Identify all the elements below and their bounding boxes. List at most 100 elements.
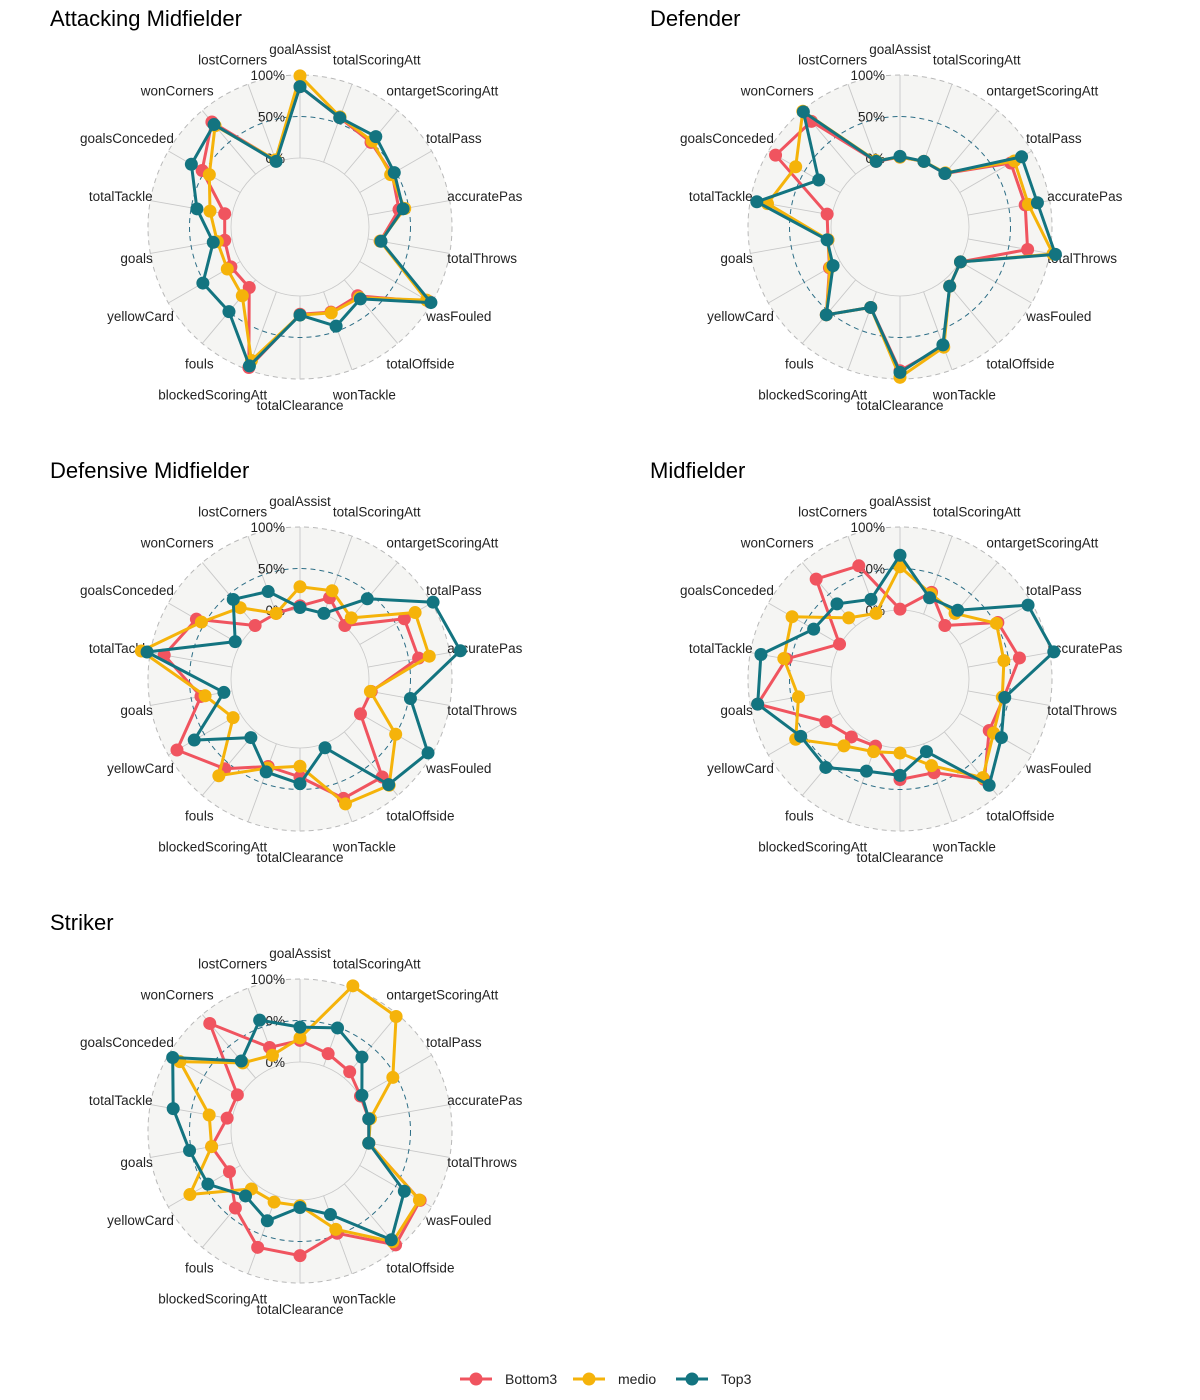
data-point-total-clearance xyxy=(293,1200,307,1214)
data-point-won-tackle xyxy=(323,1208,337,1222)
axis-label-goal-assist: goalAssist xyxy=(869,494,931,509)
data-point-total-offside xyxy=(353,292,367,306)
data-point-total-pass xyxy=(426,595,440,609)
axis-label-goals: goals xyxy=(120,703,153,718)
data-point-total-clearance xyxy=(893,768,907,782)
axis-label-lost-corners: lostCorners xyxy=(198,505,267,520)
data-point-accurate-pas xyxy=(1047,645,1061,659)
data-point-yellow-card xyxy=(196,276,210,290)
data-point-yellow-card xyxy=(201,1177,215,1191)
data-point-lost-corners xyxy=(269,606,283,620)
data-point-blocked-scoring-att xyxy=(859,764,873,778)
series-medio xyxy=(134,580,436,811)
data-point-total-tackle xyxy=(820,207,834,221)
data-point-goal-assist xyxy=(293,69,307,83)
axis-label-won-corners: wonCorners xyxy=(740,84,814,99)
axis-label-total-tackle: totalTackle xyxy=(89,1093,153,1108)
axis-label-blocked-scoring-att: blockedScoringAtt xyxy=(758,387,867,402)
axis-label-won-tackle: wonTackle xyxy=(332,1291,396,1306)
data-point-fouls xyxy=(228,1201,242,1215)
axis-label-yellow-card: yellowCard xyxy=(107,309,174,324)
grid-label: 50% xyxy=(258,562,285,577)
axis-label-goals-conceded: goalsConceded xyxy=(680,583,774,598)
radar-mid-ring xyxy=(189,116,411,338)
axis-label-yellow-card: yellowCard xyxy=(707,309,774,324)
axis-label-won-corners: wonCorners xyxy=(140,988,214,1003)
panel-title: Midfielder xyxy=(650,458,745,483)
data-point-goals-conceded xyxy=(785,610,799,624)
axis-label-accurate-pas: accuratePas xyxy=(1047,641,1122,656)
data-point-won-tackle xyxy=(919,745,933,759)
data-point-yellow-card xyxy=(170,743,184,757)
data-point-lost-corners xyxy=(253,1013,267,1027)
data-point-goals xyxy=(792,690,806,704)
axis-label-total-pass: totalPass xyxy=(426,1035,482,1050)
legend: Bottom3 medio Top3 xyxy=(460,1371,752,1387)
axis-label-won-tackle: wonTackle xyxy=(932,839,996,854)
axis-label-total-pass: totalPass xyxy=(1026,583,1082,598)
data-point-goal-assist xyxy=(293,1031,307,1045)
series-top3 xyxy=(750,105,1062,379)
data-point-blocked-scoring-att xyxy=(242,359,256,373)
data-point-total-tackle xyxy=(202,1108,216,1122)
axis-label-total-scoring-att: totalScoringAtt xyxy=(933,505,1021,520)
data-point-accurate-pas xyxy=(396,202,410,216)
data-point-was-fouled xyxy=(953,255,967,269)
data-point-won-corners xyxy=(796,105,810,119)
data-point-was-fouled xyxy=(994,731,1008,745)
data-point-won-tackle xyxy=(936,338,950,352)
panel-defender: Defender0%50%100%goalAssisttotalScoringA… xyxy=(650,6,1123,413)
data-point-total-tackle xyxy=(218,207,232,221)
data-point-ontarget-scoring-att xyxy=(344,611,358,625)
data-point-goals-conceded xyxy=(228,635,242,649)
data-point-goal-assist xyxy=(893,149,907,163)
axis-label-total-tackle: totalTackle xyxy=(89,189,153,204)
axis-label-goal-assist: goalAssist xyxy=(269,42,331,57)
axis-label-fouls: fouls xyxy=(785,356,814,371)
axis-label-goals: goals xyxy=(720,703,753,718)
axis-label-accurate-pas: accuratePas xyxy=(447,189,522,204)
data-point-total-pass xyxy=(1015,150,1029,164)
radar-spoke xyxy=(367,652,450,668)
data-point-ontarget-scoring-att xyxy=(951,603,965,617)
axis-label-goals-conceded: goalsConceded xyxy=(680,131,774,146)
data-point-was-fouled xyxy=(389,727,403,741)
data-point-goal-assist xyxy=(293,601,307,615)
data-point-goals xyxy=(217,685,231,699)
panel-attacking-midfielder: Attacking Midfielder0%50%100%goalAssistt… xyxy=(50,6,523,413)
data-point-total-throws xyxy=(374,234,388,248)
axis-label-accurate-pas: accuratePas xyxy=(1047,189,1122,204)
data-point-lost-corners xyxy=(869,606,883,620)
data-point-total-throws xyxy=(1048,247,1062,261)
axis-label-blocked-scoring-att: blockedScoringAtt xyxy=(158,387,267,402)
radar-spoke xyxy=(923,291,953,370)
axis-label-won-tackle: wonTackle xyxy=(332,387,396,402)
data-point-total-pass xyxy=(386,1070,400,1084)
panel-title: Striker xyxy=(50,910,114,935)
legend-marker xyxy=(685,1372,699,1386)
data-point-total-throws xyxy=(403,691,417,705)
axis-label-total-throws: totalThrows xyxy=(447,251,517,266)
data-point-total-tackle xyxy=(220,1111,234,1125)
axis-label-ontarget-scoring-att: ontargetScoringAtt xyxy=(386,536,498,551)
axis-label-goal-assist: goalAssist xyxy=(269,946,331,961)
data-point-goal-assist xyxy=(293,1020,307,1034)
axis-label-lost-corners: lostCorners xyxy=(798,53,867,68)
data-point-blocked-scoring-att xyxy=(867,745,881,759)
data-point-won-tackle xyxy=(338,797,352,811)
radar-mid-ring xyxy=(789,116,1011,338)
axis-label-was-fouled: wasFouled xyxy=(425,761,491,776)
axis-label-fouls: fouls xyxy=(185,1260,214,1275)
data-point-goals-conceded xyxy=(166,1050,180,1064)
panel-title: Defensive Midfielder xyxy=(50,458,249,483)
data-point-total-scoring-att xyxy=(923,591,937,605)
axis-label-total-clearance: totalClearance xyxy=(256,398,343,413)
data-point-total-pass xyxy=(387,166,401,180)
axis-label-total-offside: totalOffside xyxy=(986,356,1054,371)
data-point-lost-corners xyxy=(265,1048,279,1062)
data-point-total-tackle xyxy=(140,645,154,659)
data-point-goals xyxy=(198,689,212,703)
axis-label-was-fouled: wasFouled xyxy=(425,1213,491,1228)
grid-label: 100% xyxy=(250,520,285,535)
